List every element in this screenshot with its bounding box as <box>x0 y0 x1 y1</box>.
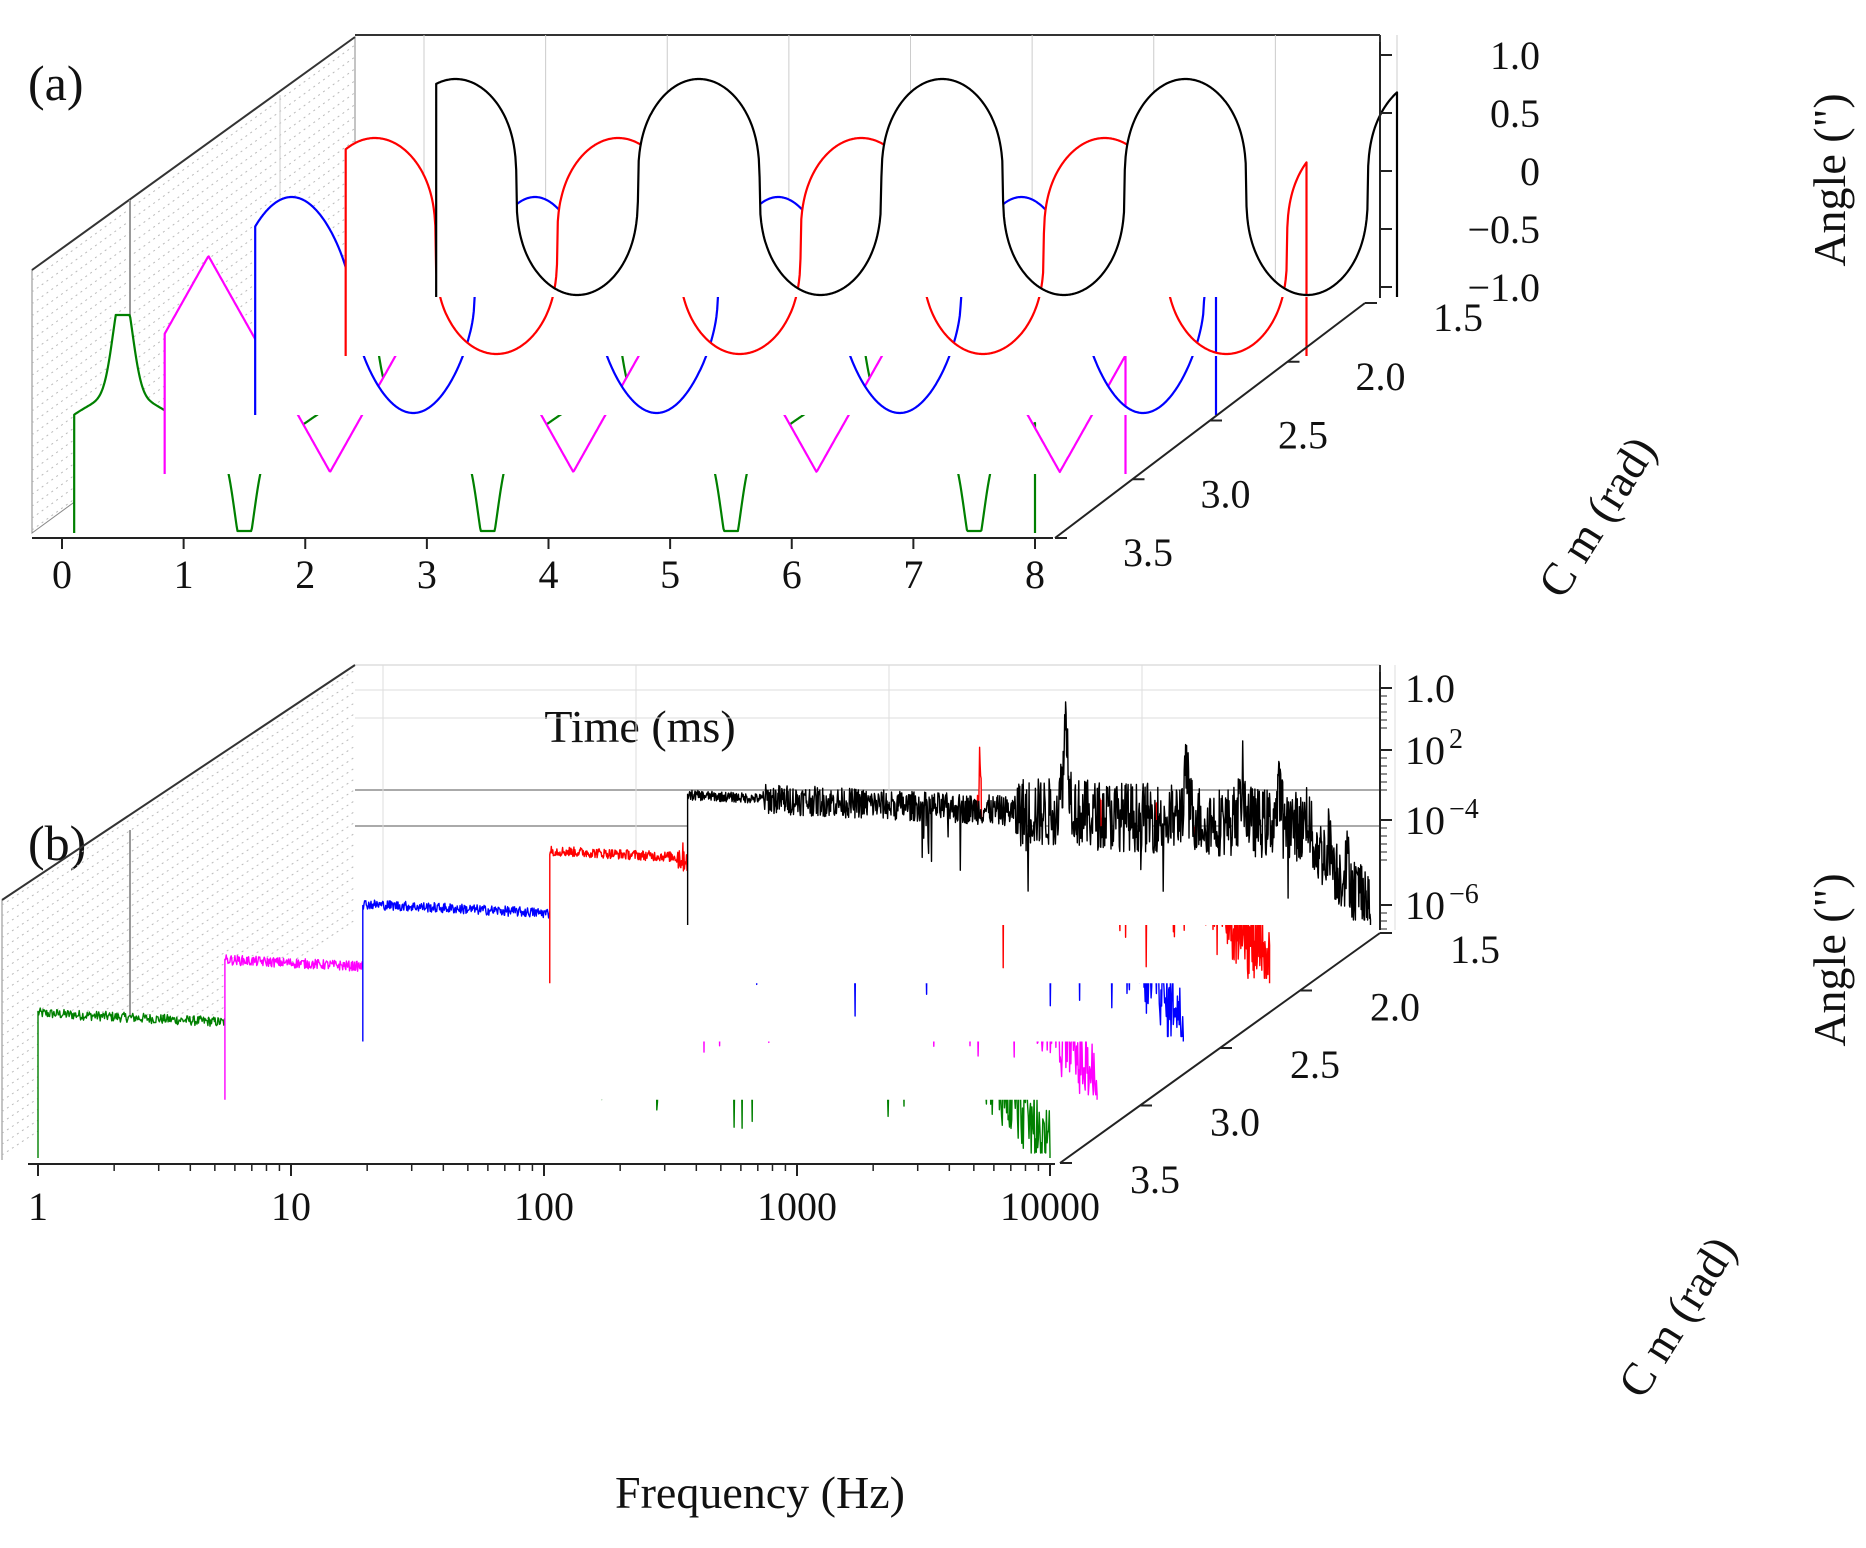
x-tick-label: 1000 <box>757 1184 837 1229</box>
series-line-C-m---1-5 <box>686 701 1372 926</box>
cm-tick-label: 3.5 <box>1123 530 1173 575</box>
panel-b-x-axis-title: Frequency (Hz) <box>615 1467 905 1518</box>
x-tick-label: 10000 <box>1000 1184 1100 1229</box>
x-tick-label: 1 <box>28 1184 48 1229</box>
left-wall-gridline <box>31 56 356 293</box>
left-wall-gridline <box>31 104 356 340</box>
left-wall-top-edge <box>1 664 356 901</box>
panel-b-angle-axis-title: Angle (") <box>1804 873 1855 1046</box>
x-tick-label: 4 <box>539 552 559 597</box>
x-tick-label: 8 <box>1025 552 1045 597</box>
panel-a-x-axis-title: Time (ms) <box>544 701 735 752</box>
left-wall-gridline <box>31 68 356 305</box>
x-tick-label: 5 <box>660 552 680 597</box>
cm-tick-label: 2.0 <box>1356 354 1406 399</box>
cm-tick-label: 3.0 <box>1201 471 1251 516</box>
x-tick-label: 7 <box>903 552 923 597</box>
x-tick-label: 2 <box>295 552 315 597</box>
series-line-C-m---1-5 <box>435 77 1399 298</box>
left-wall-top-edge <box>31 36 356 271</box>
angle-tick-label: 0 <box>1520 149 1540 194</box>
panel-a-series <box>73 77 1399 534</box>
angle-tick-label: 10 −6 <box>1405 879 1479 928</box>
left-wall-gridline <box>31 139 356 376</box>
panel-a-angle-axis-title: Angle (") <box>1804 93 1855 266</box>
angle-tick-label: 0.5 <box>1490 91 1540 136</box>
angle-tick-label: 1.0 <box>1490 33 1540 78</box>
cm-tick-label: 2.5 <box>1278 413 1328 458</box>
x-tick-label: 10 <box>271 1184 311 1229</box>
panel-a-angle-axis: 1.0 0.5 0 −0.5 −1.0 <box>1379 33 1540 310</box>
left-wall-gridline <box>31 127 356 364</box>
x-tick-label: 6 <box>782 552 802 597</box>
left-wall-gridline <box>31 44 356 281</box>
panel-b-x-axis: 1 10 100 1000 10000 <box>28 1163 1100 1229</box>
angle-tick-label: −1.0 <box>1467 265 1540 310</box>
panel-b-cm-axis: 3.5 3.0 2.5 2.0 1.5 <box>1059 927 1500 1202</box>
cm-tick-label: 2.0 <box>1370 985 1420 1030</box>
angle-tick-label: 10 −4 <box>1405 794 1479 843</box>
x-tick-label: 0 <box>52 552 72 597</box>
left-wall-gridline <box>31 151 356 388</box>
angle-tick-label: −0.5 <box>1467 207 1540 252</box>
cm-tick-label: 2.5 <box>1290 1042 1340 1087</box>
panel-a-cm-axis: 3.5 3.0 2.5 2.0 1.5 <box>1054 295 1483 575</box>
left-wall-gridline <box>31 80 356 317</box>
x-tick-label: 1 <box>174 552 194 597</box>
panel-b-label: (b) <box>28 815 86 871</box>
left-wall-gridline <box>31 116 356 352</box>
angle-tick-label: 1.0 <box>1405 666 1455 711</box>
left-wall-gridline <box>31 92 356 329</box>
angle-tick-label: 10 2 <box>1405 724 1463 773</box>
x-tick-label: 3 <box>417 552 437 597</box>
panel-b: (b) 1 10 100 1000 10000 3.53.02.52.01.5 1.01… <box>1 664 1855 1518</box>
panel-b-series <box>37 701 1372 1158</box>
panel-b-angle-axis: 1.0 10 2 10 −4 10 −6 <box>1379 666 1479 930</box>
x-tick-label: 100 <box>514 1184 574 1229</box>
panel-a-x-axis: 0 1 2 3 4 5 6 7 8 <box>32 537 1053 597</box>
panel-a-label: (a) <box>28 55 84 111</box>
cm-tick-label: 1.5 <box>1450 927 1500 972</box>
cm-tick-label: 3.0 <box>1210 1100 1260 1145</box>
cm-tick-label: 3.5 <box>1130 1157 1180 1202</box>
cm-tick-label: 1.5 <box>1433 295 1483 340</box>
